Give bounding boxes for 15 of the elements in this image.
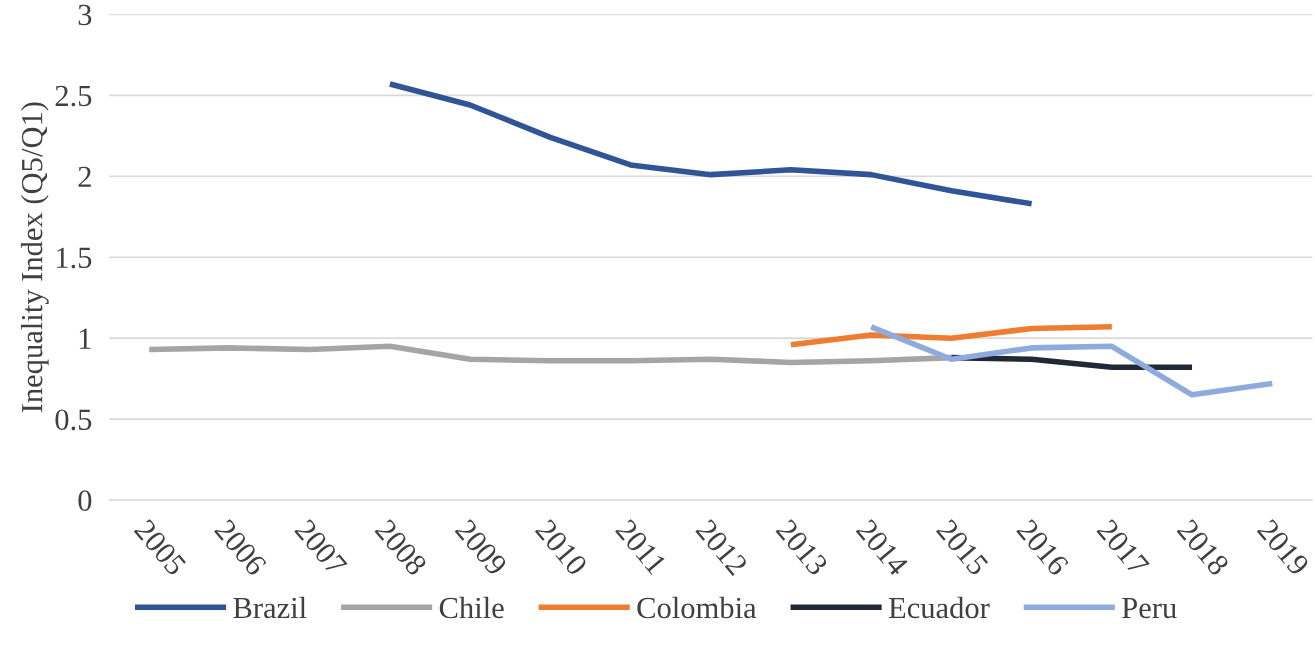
legend-label: Colombia	[637, 596, 757, 619]
y-axis-title: Inequality Index (Q5/Q1)	[20, 102, 49, 413]
y-tick-label: 2	[78, 166, 91, 187]
y-tick-label: 0	[78, 490, 92, 511]
legend-label: Brazil	[233, 596, 307, 619]
y-tick-label: 1.5	[56, 247, 92, 269]
legend-label: Ecuador	[888, 596, 990, 619]
legend-label: Chile	[439, 596, 504, 619]
y-tick-label: 0.5	[55, 409, 92, 431]
x-tick-label: 2007	[294, 518, 348, 577]
y-tick-label: 3	[78, 4, 92, 26]
y-tick-label: 1	[79, 328, 91, 349]
legend-label: Peru	[1122, 597, 1177, 619]
x-tick-label: 2017	[1096, 518, 1150, 577]
y-tick-label: 2.5	[55, 85, 92, 107]
